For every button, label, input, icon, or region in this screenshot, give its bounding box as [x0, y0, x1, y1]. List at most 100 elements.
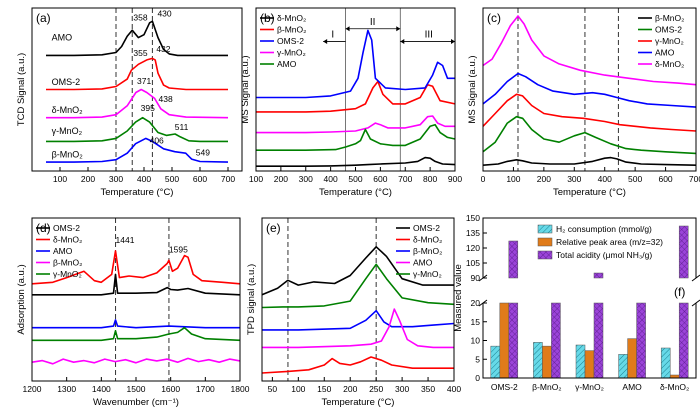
legend-entry: OMS-2 — [655, 25, 682, 35]
bar-0 — [490, 345, 501, 379]
series-label: δ-MnO₂ — [52, 105, 84, 115]
category-label: γ-MnO₂ — [575, 382, 604, 392]
x-tick-label: 600 — [658, 174, 672, 184]
series-line-0 — [261, 246, 454, 296]
x-tick-label: 0 — [481, 174, 486, 184]
x-tick-label: 500 — [348, 174, 362, 184]
x-tick-label: 1500 — [127, 384, 146, 394]
x-tick-label: 600 — [193, 174, 207, 184]
peak-label: 430 — [157, 8, 171, 18]
series-line-3 — [482, 72, 697, 108]
series-line-2 — [482, 93, 697, 132]
x-tick-label: 1700 — [196, 384, 215, 394]
x-tick-label: 1600 — [161, 384, 180, 394]
y-axis-label: MS Signal (a.u.) — [240, 55, 251, 123]
x-tick-label: 350 — [421, 384, 435, 394]
peak-label: 355 — [133, 48, 147, 58]
y-axis-label: MS Signal (a.u.) — [467, 55, 478, 123]
peak-label: 371 — [137, 76, 151, 86]
x-tick-label: 400 — [137, 174, 151, 184]
y-axis-label: Adsorption (a.u.) — [16, 264, 27, 334]
series-line-4 — [46, 137, 229, 163]
legend-swatch — [537, 250, 553, 260]
series-line-1 — [482, 115, 697, 155]
x-tick-label: 400 — [447, 384, 461, 394]
series-label: γ-MnO₂ — [52, 126, 83, 136]
series-label: AMO — [52, 33, 73, 43]
series-line-0 — [256, 156, 456, 167]
plot-frame — [482, 7, 697, 172]
y-tick-label: 10 — [471, 336, 481, 346]
series-line-2 — [32, 319, 240, 329]
x-tick-label: 900 — [448, 174, 462, 184]
x-tick-label: 700 — [221, 174, 235, 184]
panel-f: OMS-2 β-MnO₂ γ-MnO₂ AMO δ-MnO₂ 0 5 10 15 20 90 105 1… — [453, 213, 700, 392]
x-axis-label: Wavenumber (cm⁻¹) — [93, 397, 179, 407]
series-line-0 — [482, 156, 697, 166]
x-tick-label: 200 — [81, 174, 95, 184]
x-tick-label: 500 — [628, 174, 642, 184]
peak-label: 406 — [150, 136, 164, 146]
x-tick-label: 1300 — [57, 384, 76, 394]
plot-frame — [31, 7, 243, 172]
x-tick-label: 100 — [291, 384, 305, 394]
panel-label: (c) — [487, 11, 501, 25]
arrow-head — [345, 26, 350, 32]
series-line-2 — [256, 29, 455, 99]
x-tick-label: 400 — [598, 174, 612, 184]
x-tick-label: 600 — [373, 174, 387, 184]
legend-entry: AMO — [413, 258, 433, 268]
series-line-4 — [261, 263, 455, 309]
legend-entry: γ-MnO₂ — [277, 48, 306, 58]
peak-label: 1441 — [116, 235, 135, 245]
bar-2 — [551, 302, 561, 379]
y-axis-label: Measured value — [453, 264, 464, 332]
bar-2-upper — [593, 272, 604, 279]
series-line-3 — [256, 115, 455, 134]
legend-entry: Relative peak area (m/z=32) — [556, 237, 663, 247]
y-tick-label: 105 — [466, 258, 480, 268]
panel-label: (f) — [674, 285, 685, 299]
bar-0 — [575, 344, 586, 379]
x-tick-label: 100 — [506, 174, 520, 184]
bar-0 — [533, 342, 543, 379]
peak-label: 432 — [156, 44, 170, 54]
x-tick-label: 500 — [165, 174, 179, 184]
series-line-0 — [32, 273, 241, 296]
y-tick-label: 5 — [475, 354, 480, 364]
x-tick-label: 1400 — [92, 384, 111, 394]
series-line-1 — [261, 356, 454, 374]
region-label: II — [370, 17, 376, 28]
legend-entry: γ-MnO₂ — [655, 36, 684, 46]
axis-break-mark — [691, 274, 700, 282]
series-line-1 — [256, 80, 456, 113]
bar-2 — [636, 302, 646, 379]
category-label: δ-MnO₂ — [660, 382, 689, 392]
x-tick-label: 300 — [299, 174, 313, 184]
bar-1 — [499, 302, 510, 379]
x-tick-label: 700 — [689, 174, 700, 184]
x-tick-label: 100 — [53, 174, 67, 184]
legend-swatch — [537, 224, 553, 234]
plot-frame — [261, 217, 455, 382]
category-label: OMS-2 — [491, 382, 518, 392]
bar-2 — [508, 302, 519, 379]
legend-entry: δ-MnO₂ — [655, 59, 684, 69]
legend-entry: OMS-2 — [413, 223, 440, 233]
peak-label: 1595 — [169, 244, 188, 254]
x-tick-label: 200 — [537, 174, 551, 184]
category-label: AMO — [622, 382, 642, 392]
legend-entry: β-MnO₂ — [413, 246, 442, 256]
arrow-head — [323, 39, 328, 45]
x-tick-label: 250 — [369, 384, 383, 394]
bar-1 — [542, 345, 552, 379]
series-line-4 — [256, 123, 456, 151]
series-line-3 — [31, 357, 241, 365]
x-tick-label: 300 — [109, 174, 123, 184]
legend-entry: β-MnO₂ — [53, 258, 82, 268]
y-tick-label: 120 — [466, 243, 480, 253]
region-label: I — [331, 30, 334, 41]
region-label: III — [425, 30, 433, 41]
x-axis-label: Temperature (°C) — [553, 187, 626, 198]
